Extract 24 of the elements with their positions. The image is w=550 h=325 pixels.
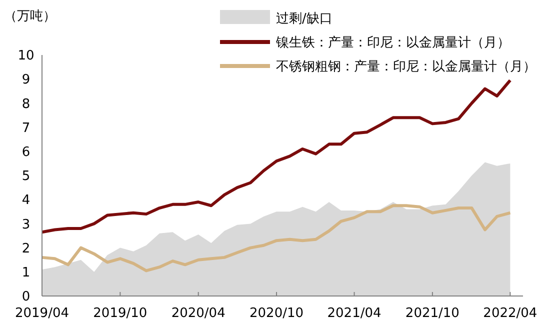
y-tick-label: 1: [22, 265, 30, 280]
y-tick-label: 5: [22, 169, 30, 184]
legend-label: 不锈钢粗钢：产量：印尼：以金属量计（月）: [276, 60, 536, 75]
y-tick-label: 10: [18, 48, 34, 64]
x-tick-label: 2020/10: [250, 306, 304, 321]
x-tick-label: 2021/04: [327, 306, 382, 321]
legend-label: 过剩/缺口: [276, 12, 332, 27]
y-axis-title: （万吨）: [4, 9, 56, 24]
y-tick-label: 9: [22, 72, 30, 88]
y-tick-label: 7: [22, 120, 30, 136]
y-tick-label: 6: [22, 144, 30, 160]
x-tick-label: 2019/04: [14, 306, 70, 321]
x-tick-label: 2019/10: [93, 306, 148, 321]
y-tick-label: 4: [22, 193, 30, 208]
y-tick-label: 0: [22, 290, 30, 305]
y-tick-label: 8: [22, 96, 30, 112]
line-series: [40, 78, 512, 234]
legend-label: 镍生铁：产量：印尼：以金属量计（月）: [275, 36, 510, 51]
y-tick-label: 3: [22, 217, 30, 232]
x-tick-label: 2021/10: [405, 306, 460, 321]
x-tick-label: 2020/04: [171, 306, 226, 321]
line-series: [40, 204, 512, 272]
x-tick-label: 2022/04: [483, 306, 538, 321]
y-tick-label: 2: [22, 241, 30, 256]
